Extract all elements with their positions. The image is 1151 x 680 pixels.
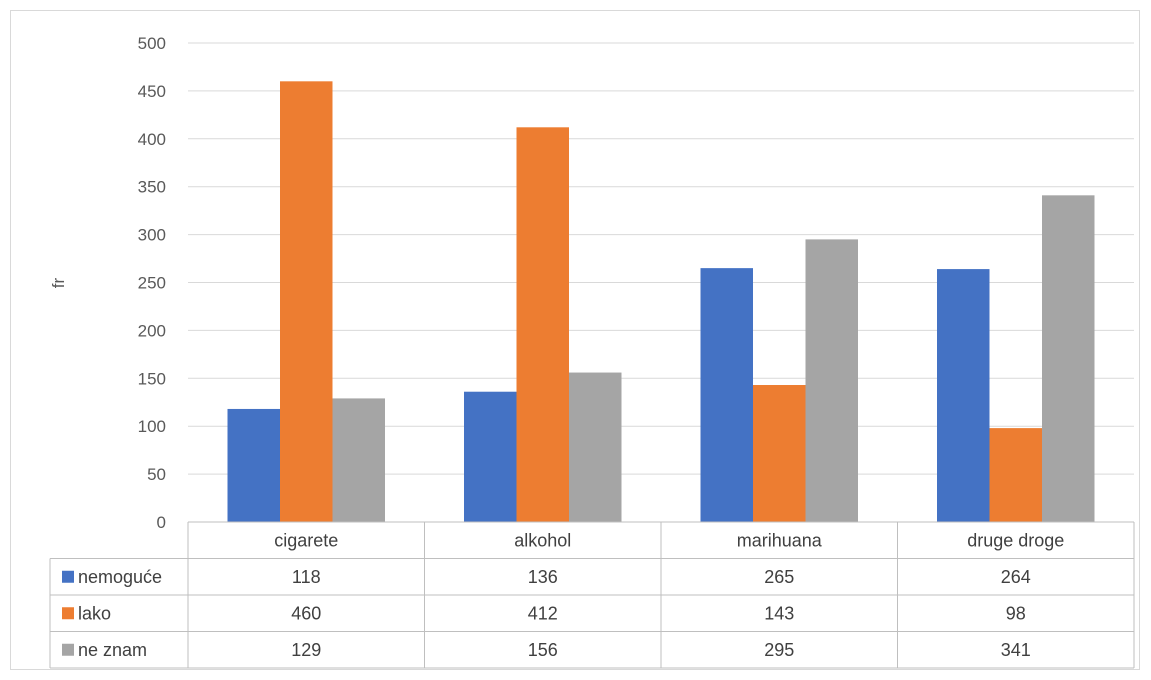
y-tick-label: 400 [138,130,166,149]
data-label: 460 [291,603,321,623]
data-label: 129 [291,640,321,660]
data-label: 412 [528,603,558,623]
bar [332,398,385,522]
bars [227,81,1095,522]
y-tick-label: 0 [157,513,166,532]
y-tick-label: 450 [138,82,166,101]
data-label: 265 [764,567,794,587]
data-label: 264 [1001,567,1031,587]
legend-label: lako [78,603,111,623]
y-tick-label: 500 [138,34,166,53]
y-tick-labels: 0 50 100 150 200 250 300 350 400 450 500 [138,34,166,532]
data-label: 98 [1006,603,1026,623]
legend-label: ne znam [78,640,147,660]
bar [700,268,753,522]
bar [989,428,1042,522]
data-label: 118 [292,567,321,587]
data-label: 143 [764,603,794,623]
y-tick-label: 100 [138,417,166,436]
y-tick-label: 200 [138,321,166,340]
bar [569,372,622,522]
data-label: 136 [528,567,558,587]
category-label: alkohol [514,530,571,550]
bar [516,127,569,522]
category-label: druge droge [967,530,1064,550]
legend-key [62,570,74,583]
y-tick-label: 150 [138,369,166,388]
y-tick-label: 300 [138,226,166,245]
bar [937,269,990,522]
bar [1042,195,1095,522]
category-label: cigarete [274,530,338,550]
data-table: cigarete alkohol marihuana druge droge nemog… [49,521,1135,669]
y-axis-label: fr [49,277,68,288]
bar [227,408,280,522]
bar [805,239,858,522]
bar [280,81,333,522]
y-tick-label: 250 [138,274,166,293]
data-label: 156 [528,640,558,660]
legend-key [62,607,74,620]
legend-key [62,643,74,656]
bar [753,385,806,522]
y-tick-label: 50 [147,465,166,484]
data-label: 341 [1001,640,1031,660]
category-label: marihuana [737,530,823,550]
legend-label: nemoguće [78,567,162,587]
y-tick-label: 350 [138,178,166,197]
data-label: 295 [764,640,794,660]
bar [464,391,517,522]
